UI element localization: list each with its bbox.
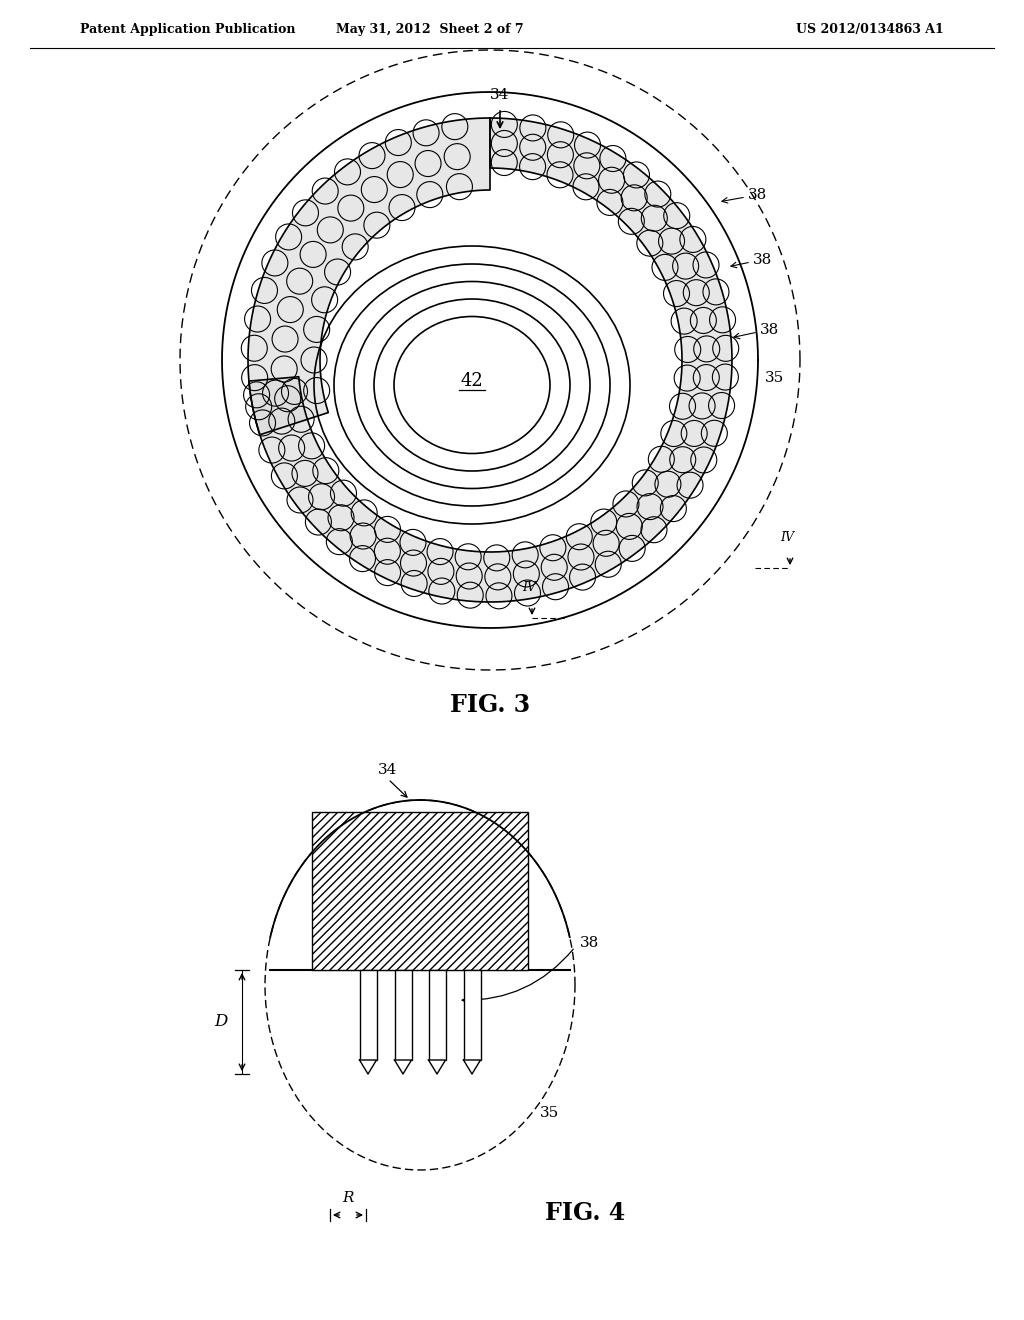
Text: 34: 34 (378, 763, 397, 777)
Ellipse shape (394, 317, 550, 454)
Polygon shape (428, 1060, 445, 1074)
Bar (394, 970, 412, 1060)
Polygon shape (359, 1060, 377, 1074)
Text: Patent Application Publication: Patent Application Publication (80, 24, 296, 37)
Text: 42: 42 (461, 372, 483, 389)
Text: FIG. 4: FIG. 4 (545, 1201, 626, 1225)
Text: May 31, 2012  Sheet 2 of 7: May 31, 2012 Sheet 2 of 7 (336, 24, 524, 37)
Text: 34: 34 (490, 88, 510, 102)
Text: 38: 38 (753, 253, 772, 267)
Bar (464, 970, 480, 1060)
Text: IV: IV (522, 581, 536, 594)
Polygon shape (248, 117, 490, 434)
Text: D: D (215, 1014, 228, 1031)
Polygon shape (249, 117, 732, 602)
Bar (428, 970, 445, 1060)
Text: R: R (342, 1191, 353, 1205)
Text: FIG. 3: FIG. 3 (450, 693, 530, 717)
Text: 35: 35 (540, 1106, 559, 1119)
Polygon shape (464, 1060, 480, 1074)
Text: 38: 38 (748, 187, 767, 202)
Text: 38: 38 (580, 936, 599, 950)
Text: IV: IV (780, 531, 794, 544)
Bar (359, 970, 377, 1060)
Text: US 2012/0134863 A1: US 2012/0134863 A1 (796, 24, 944, 37)
Text: 35: 35 (765, 371, 784, 385)
Polygon shape (394, 1060, 412, 1074)
Bar (312, 812, 528, 970)
Text: 38: 38 (760, 323, 779, 337)
